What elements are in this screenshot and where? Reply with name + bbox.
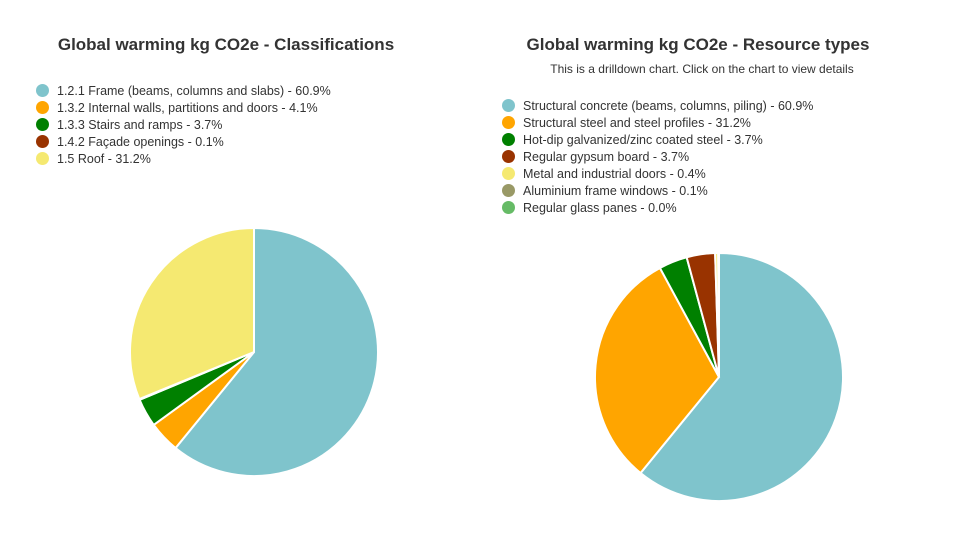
legend-item[interactable]: Structural steel and steel profiles - 31… bbox=[502, 114, 813, 131]
legend-label: Regular gypsum board - 3.7% bbox=[523, 149, 690, 164]
legend-label: 1.3.2 Internal walls, partitions and doo… bbox=[57, 100, 318, 115]
legend-item[interactable]: Aluminium frame windows - 0.1% bbox=[502, 182, 813, 199]
chart-classifications: Global warming kg CO2e - Classifications… bbox=[36, 35, 395, 478]
legend-swatch bbox=[502, 150, 515, 163]
legend-label: Metal and industrial doors - 0.4% bbox=[523, 166, 706, 181]
legend: 1.2.1 Frame (beams, columns and slabs) -… bbox=[36, 82, 331, 167]
legend-item[interactable]: 1.3.2 Internal walls, partitions and doo… bbox=[36, 99, 331, 116]
legend-swatch bbox=[36, 101, 49, 114]
chart-title: Global warming kg CO2e - Classifications bbox=[57, 35, 395, 54]
pie-slice[interactable] bbox=[174, 226, 379, 477]
legend-label: 1.5 Roof - 31.2% bbox=[57, 151, 151, 166]
legend-label: 1.3.3 Stairs and ramps - 3.7% bbox=[57, 117, 223, 132]
legend-label: 1.4.2 Façade openings - 0.1% bbox=[57, 134, 224, 149]
legend-item[interactable]: Metal and industrial doors - 0.4% bbox=[502, 165, 813, 182]
legend-swatch bbox=[502, 99, 515, 112]
legend-swatch bbox=[36, 84, 49, 97]
legend-swatch bbox=[36, 118, 49, 131]
pie-chart-drilldown[interactable] bbox=[593, 251, 845, 503]
legend-label: Hot-dip galvanized/zinc coated steel - 3… bbox=[523, 132, 763, 147]
legend-item[interactable]: Regular glass panes - 0.0% bbox=[502, 199, 813, 216]
chart-subtitle: This is a drilldown chart. Click on the … bbox=[550, 62, 854, 76]
legend: Structural concrete (beams, columns, pil… bbox=[502, 97, 813, 216]
legend-label: Aluminium frame windows - 0.1% bbox=[523, 183, 708, 198]
legend-swatch bbox=[502, 167, 515, 180]
legend-label: Structural concrete (beams, columns, pil… bbox=[523, 98, 814, 113]
legend-swatch bbox=[502, 184, 515, 197]
legend-item[interactable]: 1.5 Roof - 31.2% bbox=[36, 150, 331, 167]
legend-item[interactable]: Regular gypsum board - 3.7% bbox=[502, 148, 813, 165]
legend-swatch bbox=[502, 133, 515, 146]
legend-swatch bbox=[502, 201, 515, 214]
pie-chart[interactable] bbox=[128, 226, 380, 478]
pie-slice[interactable] bbox=[639, 251, 844, 502]
legend-label: Structural steel and steel profiles - 31… bbox=[523, 115, 751, 130]
pie-slice[interactable] bbox=[594, 266, 721, 475]
chart-resource-types: Global warming kg CO2e - Resource types … bbox=[480, 0, 960, 540]
legend-item[interactable]: 1.3.3 Stairs and ramps - 3.7% bbox=[36, 116, 331, 133]
legend-item[interactable]: Hot-dip galvanized/zinc coated steel - 3… bbox=[502, 131, 813, 148]
legend-item[interactable]: Structural concrete (beams, columns, pil… bbox=[502, 97, 813, 114]
legend-item[interactable]: 1.4.2 Façade openings - 0.1% bbox=[36, 133, 331, 150]
legend-swatch bbox=[36, 152, 49, 165]
legend-swatch bbox=[36, 135, 49, 148]
pie-slice[interactable] bbox=[717, 251, 720, 378]
legend-item[interactable]: 1.2.1 Frame (beams, columns and slabs) -… bbox=[36, 82, 331, 99]
pie-slice[interactable] bbox=[129, 226, 255, 401]
legend-swatch bbox=[502, 116, 515, 129]
legend-label: Regular glass panes - 0.0% bbox=[523, 200, 677, 215]
chart-title: Global warming kg CO2e - Resource types bbox=[526, 35, 870, 54]
legend-label: 1.2.1 Frame (beams, columns and slabs) -… bbox=[57, 83, 331, 98]
